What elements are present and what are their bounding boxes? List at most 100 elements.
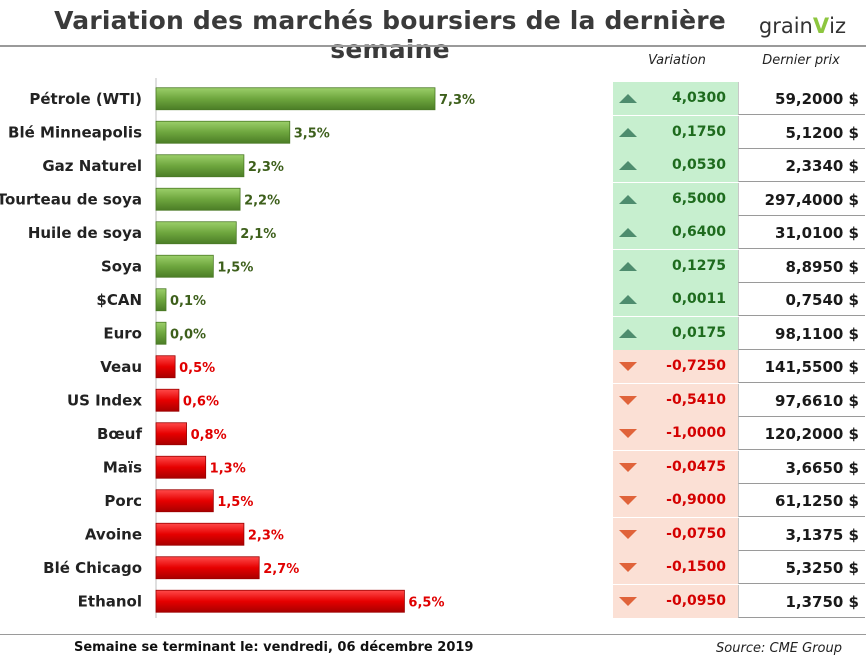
bar <box>155 288 167 312</box>
category-label: Blé Chicago <box>43 559 142 577</box>
bar <box>155 522 245 546</box>
price-value: 297,4000 $ <box>764 190 859 209</box>
price-value: 0,7540 $ <box>785 291 859 309</box>
variation-cell: 6,5000 <box>613 182 738 216</box>
logo-text-left: grain <box>758 14 813 38</box>
table-row: -0,7250 141,5500 $ <box>613 350 865 383</box>
price-cell: 120,2000 $ <box>738 417 865 450</box>
bar-value-label: 1,3% <box>210 461 246 476</box>
table-row: 0,0530 2,3340 $ <box>613 149 865 182</box>
variation-value: 0,1750 <box>671 123 726 140</box>
bar-value-label: 6,5% <box>408 595 444 610</box>
price-value: 2,3340 $ <box>785 157 859 175</box>
source-note: Source: CME Group <box>716 641 842 656</box>
variation-value: -0,5410 <box>666 391 726 408</box>
table-row: -0,1500 5,3250 $ <box>613 551 865 584</box>
variation-value: -0,7250 <box>666 358 726 374</box>
category-label: Bœuf <box>97 425 143 443</box>
up-triangle-icon <box>619 94 637 103</box>
table-row: -0,9000 61,1250 $ <box>613 484 865 517</box>
price-cell: 59,2000 $ <box>738 82 865 115</box>
bar-value-label: 2,3% <box>248 160 284 175</box>
variation-cell: -0,0750 <box>613 517 738 551</box>
variation-value: -1,0000 <box>666 425 726 441</box>
bar-value-label: 0,6% <box>183 394 219 409</box>
up-triangle-icon <box>619 127 637 137</box>
grainwiz-logo: grainViz <box>759 14 846 38</box>
price-value: 8,8950 $ <box>785 257 859 276</box>
price-cell: 1,3750 $ <box>738 584 865 618</box>
bar <box>155 589 405 613</box>
category-label: Porc <box>104 492 142 510</box>
variation-cell: -0,0475 <box>613 450 738 484</box>
bar-value-label: 0,0% <box>170 327 206 342</box>
bar <box>155 187 241 211</box>
table-row: 0,0011 0,7540 $ <box>613 283 865 316</box>
table-row: -0,0950 1,3750 $ <box>613 584 865 618</box>
variation-cell: -0,0950 <box>613 584 738 618</box>
bar-value-label: 2,2% <box>244 193 280 208</box>
variation-cell: 0,1275 <box>613 249 738 283</box>
up-triangle-icon <box>619 161 637 170</box>
price-cell: 297,4000 $ <box>738 182 865 216</box>
price-cell: 0,7540 $ <box>738 283 865 316</box>
price-value: 1,3750 $ <box>785 592 859 611</box>
bar-value-label: 0,5% <box>179 361 215 376</box>
bar <box>155 489 214 513</box>
table-row: -1,0000 120,2000 $ <box>613 417 865 450</box>
price-cell: 98,1100 $ <box>738 316 865 350</box>
category-label: Blé Minneapolis <box>8 123 142 141</box>
chart-title: Variation des marchés boursiers de la de… <box>54 6 726 64</box>
variation-cell: -0,1500 <box>613 551 738 584</box>
bar <box>155 388 180 412</box>
bar-value-label: 2,3% <box>248 528 284 543</box>
price-cell: 2,3340 $ <box>738 149 865 182</box>
variation-value: 0,0530 <box>671 157 726 173</box>
bar <box>155 254 214 278</box>
price-cell: 97,6610 $ <box>738 383 865 417</box>
variation-value: 6,5000 <box>671 190 726 207</box>
price-cell: 3,1375 $ <box>738 517 865 551</box>
price-value: 61,1250 $ <box>775 492 859 510</box>
title-divider <box>0 45 866 47</box>
table-row: -0,0750 3,1375 $ <box>613 517 865 551</box>
bar-value-label: 0,8% <box>191 428 227 443</box>
bar <box>155 154 245 178</box>
price-value: 98,1100 $ <box>775 324 859 343</box>
bar <box>155 87 436 111</box>
bar-value-label: 2,7% <box>263 562 299 577</box>
variation-cell: 0,0011 <box>613 283 738 316</box>
down-triangle-icon <box>619 563 637 572</box>
variation-cell: -0,9000 <box>613 484 738 517</box>
variation-value: -0,1500 <box>666 559 726 575</box>
up-triangle-icon <box>619 194 637 204</box>
price-value: 5,3250 $ <box>785 559 859 577</box>
variation-cell: 0,1750 <box>613 115 738 149</box>
category-label: Avoine <box>85 525 142 543</box>
category-label: Tourteau de soya <box>0 190 142 208</box>
price-cell: 31,0100 $ <box>738 216 865 249</box>
category-label: US Index <box>67 391 142 409</box>
bar <box>155 355 176 379</box>
table-row: 0,6400 31,0100 $ <box>613 216 865 249</box>
bar <box>155 321 167 345</box>
variation-cell: -0,5410 <box>613 383 738 417</box>
logo-accent: V <box>812 14 830 38</box>
variation-cell: -0,7250 <box>613 350 738 383</box>
variation-header: Variation <box>648 53 706 68</box>
bar-value-label: 0,1% <box>170 294 206 309</box>
category-label: Ethanol <box>78 592 142 610</box>
price-value: 97,6610 $ <box>775 391 859 410</box>
category-label: Huile de soya <box>28 224 142 242</box>
price-cell: 5,1200 $ <box>738 115 865 149</box>
logo-text-right: iz <box>829 14 846 38</box>
table-row: -0,0475 3,6650 $ <box>613 450 865 484</box>
price-cell: 8,8950 $ <box>738 249 865 283</box>
variation-value: 0,1275 <box>671 257 726 274</box>
price-cell: 5,3250 $ <box>738 551 865 584</box>
bar-value-label: 1,5% <box>217 495 253 510</box>
down-triangle-icon <box>619 395 637 405</box>
table-row: 4,0300 59,2000 $ <box>613 82 865 115</box>
down-triangle-icon <box>619 462 637 472</box>
up-triangle-icon <box>619 261 637 271</box>
